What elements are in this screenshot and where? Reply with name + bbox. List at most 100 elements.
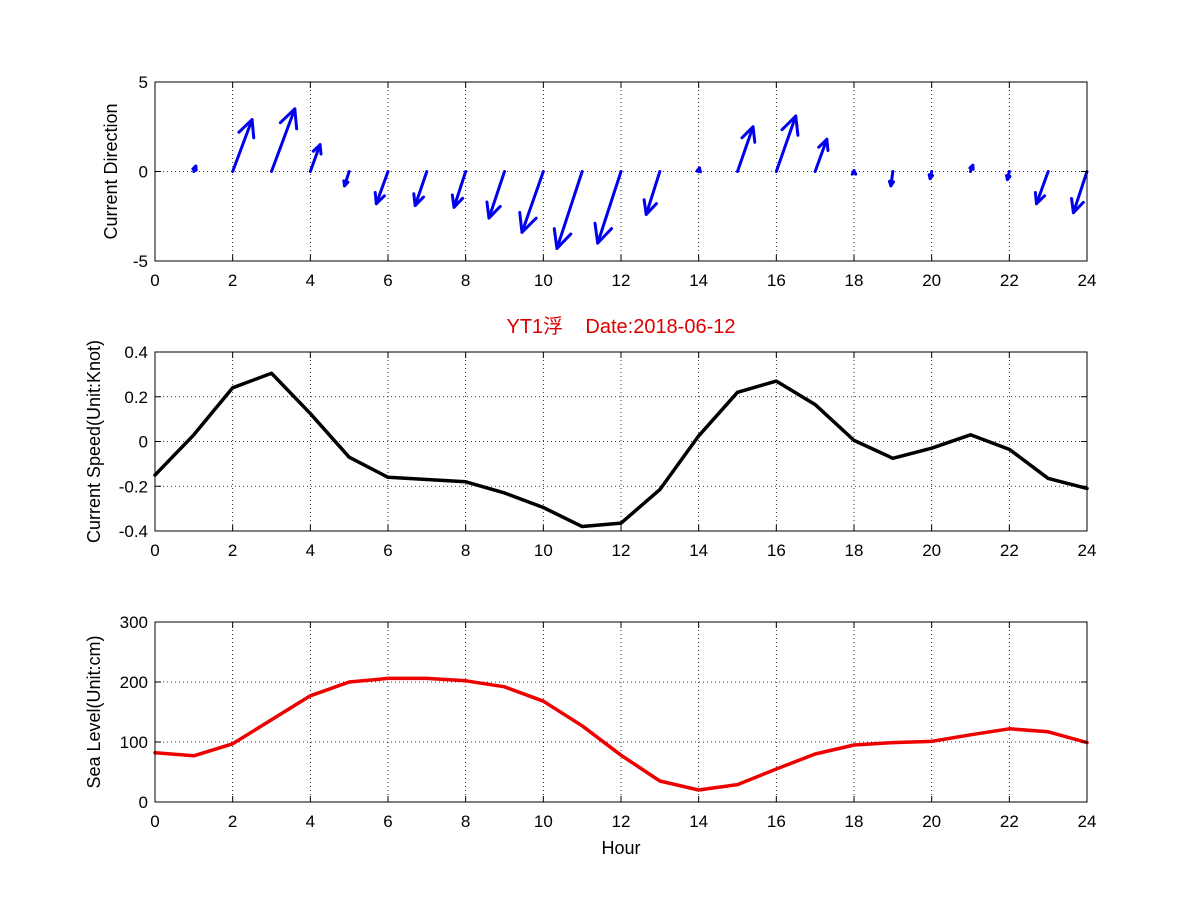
x-tick-label: 18 bbox=[845, 812, 864, 831]
x-tick-label: 12 bbox=[612, 812, 631, 831]
vector-shaft bbox=[452, 170, 468, 209]
x-tick-label: 12 bbox=[612, 541, 631, 560]
x-tick-label: 16 bbox=[767, 541, 786, 560]
data-point bbox=[736, 783, 739, 786]
data-point bbox=[347, 680, 351, 684]
vector-head bbox=[740, 125, 757, 144]
vector-head bbox=[642, 198, 658, 216]
data-point bbox=[270, 718, 273, 721]
x-tick-label: 18 bbox=[845, 541, 864, 560]
x-tick-label: 8 bbox=[461, 541, 470, 560]
data-point bbox=[231, 386, 234, 389]
y-tick-label: 5 bbox=[139, 73, 148, 92]
x-tick-label: 20 bbox=[922, 812, 941, 831]
x-tick-label: 4 bbox=[306, 541, 315, 560]
vector-head bbox=[593, 221, 614, 245]
y-tick-label: -0.4 bbox=[119, 522, 148, 541]
current-vector bbox=[191, 164, 198, 173]
tick-labels: 0 2 4 6 8 10 12 14 16 18 20 22 240.40.20-0.2-0.4 bbox=[119, 343, 1097, 560]
x-tick-label: 2 bbox=[228, 271, 237, 290]
y-tick-label: 0 bbox=[139, 163, 148, 182]
x-tick-label: 16 bbox=[767, 271, 786, 290]
x-tick-label: 24 bbox=[1078, 812, 1097, 831]
data-point bbox=[309, 412, 312, 415]
vector-shaft bbox=[413, 170, 429, 208]
data-point bbox=[1008, 448, 1011, 451]
x-tick-label: 6 bbox=[383, 541, 392, 560]
vector-shaft bbox=[555, 170, 584, 250]
x-tick-label: 24 bbox=[1078, 541, 1097, 560]
data-point bbox=[736, 391, 739, 394]
vector-head bbox=[927, 173, 935, 181]
vector-head bbox=[695, 166, 702, 174]
data-point bbox=[658, 779, 662, 783]
data-point bbox=[425, 478, 429, 481]
x-tick-label: 22 bbox=[1000, 812, 1019, 831]
current-vector bbox=[1005, 170, 1012, 182]
x-tick-label: 20 bbox=[922, 541, 941, 560]
current-vector bbox=[1070, 170, 1089, 215]
x-tick-label: 0 bbox=[150, 812, 159, 831]
vector-head bbox=[780, 114, 800, 137]
vector-head bbox=[450, 193, 465, 209]
current-vector bbox=[850, 169, 858, 176]
vector-head bbox=[191, 164, 198, 172]
x-tick-label: 14 bbox=[689, 812, 708, 831]
data-point bbox=[658, 488, 662, 491]
current-vector bbox=[450, 170, 468, 209]
data-point bbox=[503, 685, 506, 688]
x-tick-label: 24 bbox=[1078, 271, 1097, 290]
data-point bbox=[775, 379, 778, 383]
data-point bbox=[775, 767, 778, 771]
current-vector bbox=[308, 143, 323, 173]
current-vector bbox=[412, 170, 429, 208]
y-tick-label: 100 bbox=[120, 733, 148, 752]
vector-shaft bbox=[813, 137, 829, 173]
x-tick-label: 22 bbox=[1000, 271, 1019, 290]
data-point bbox=[386, 677, 390, 680]
current-vector bbox=[887, 170, 896, 188]
y-tick-label: -0.2 bbox=[119, 477, 148, 496]
data-point bbox=[425, 677, 429, 680]
vector-shaft bbox=[596, 170, 623, 245]
data-point bbox=[270, 372, 273, 375]
data-point bbox=[969, 733, 972, 736]
y-tick-label: 200 bbox=[120, 673, 148, 692]
vector-shaft bbox=[1035, 170, 1050, 206]
x-axis-label: Hour bbox=[601, 838, 640, 858]
x-tick-label: 18 bbox=[845, 271, 864, 290]
current-vector bbox=[231, 118, 256, 173]
current-speed-series bbox=[153, 371, 1089, 529]
current-speed-panel: YT1浮 Date:2018-06-12 0 2 4 6 8 10 12 14 16 18 20 22… bbox=[84, 315, 1096, 560]
vector-shaft bbox=[520, 170, 545, 234]
vector-head bbox=[552, 227, 573, 250]
current-vector bbox=[373, 170, 390, 206]
data-point bbox=[542, 506, 545, 509]
y-axis-label: Current Speed(Unit:Knot) bbox=[84, 340, 104, 543]
current-vector bbox=[927, 170, 935, 181]
data-point bbox=[813, 403, 817, 406]
data-point bbox=[969, 433, 972, 436]
vector-head bbox=[518, 210, 538, 234]
current-vector bbox=[642, 170, 662, 216]
vector-head bbox=[887, 179, 896, 188]
data-point bbox=[464, 480, 467, 483]
data-point bbox=[930, 447, 933, 450]
sea-level-series bbox=[153, 676, 1089, 792]
x-tick-label: 2 bbox=[228, 541, 237, 560]
grid bbox=[155, 352, 1087, 531]
y-axis-label: Sea Level(Unit:cm) bbox=[84, 635, 104, 788]
vector-head bbox=[1005, 174, 1012, 182]
current-vector bbox=[270, 107, 299, 173]
x-tick-label: 0 bbox=[150, 271, 159, 290]
x-tick-label: 12 bbox=[612, 271, 631, 290]
data-point bbox=[697, 788, 700, 792]
data-point bbox=[309, 694, 312, 697]
y-tick-label: 0.2 bbox=[124, 388, 148, 407]
current-vector bbox=[813, 137, 830, 173]
current-vector bbox=[593, 170, 623, 245]
x-tick-label: 16 bbox=[767, 812, 786, 831]
